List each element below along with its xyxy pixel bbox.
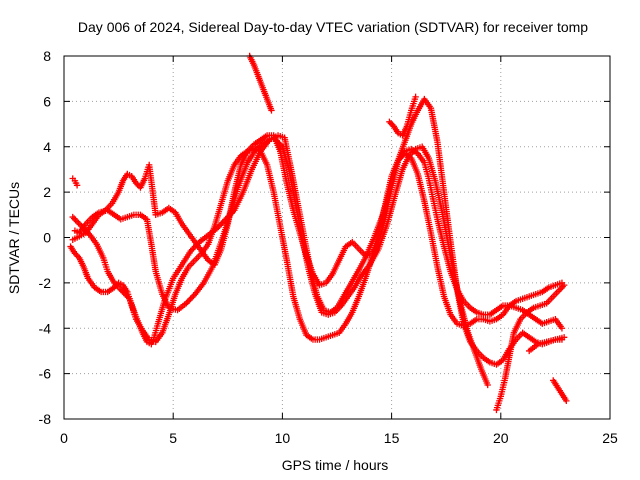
- data-marks: [67, 52, 570, 414]
- x-tick-label: 0: [60, 430, 68, 446]
- data-point: [188, 294, 196, 301]
- y-tick-label: 8: [43, 48, 51, 64]
- data-point: [560, 281, 568, 289]
- x-axis-label: GPS time / hours: [282, 457, 389, 473]
- x-tick-label: 10: [275, 430, 291, 446]
- data-point: [69, 213, 76, 221]
- y-tick-label: -2: [39, 275, 52, 291]
- series-segment-late: [246, 52, 275, 114]
- x-tick-label: 20: [493, 430, 509, 446]
- series-segment-early: [69, 175, 81, 189]
- data-point: [219, 219, 226, 226]
- data-point: [560, 334, 568, 341]
- y-tick-label: 2: [43, 184, 51, 200]
- data-point: [72, 216, 79, 224]
- data-point: [387, 120, 395, 127]
- x-tick-label: 5: [169, 430, 177, 446]
- data-point: [558, 325, 566, 332]
- series-segment-tail: [525, 334, 568, 355]
- data-point: [216, 222, 223, 229]
- y-tick-label: 0: [43, 230, 51, 246]
- data-point: [187, 295, 194, 302]
- data-point: [70, 215, 78, 222]
- grid: [64, 56, 610, 419]
- y-tick-label: -8: [39, 411, 52, 427]
- y-axis-label: SDTVAR / TECUs: [6, 182, 22, 294]
- y-tick-label: -4: [39, 320, 52, 336]
- x-tick-label: 25: [602, 430, 618, 446]
- data-point: [412, 93, 419, 101]
- data-point: [73, 182, 81, 189]
- data-point: [558, 284, 565, 292]
- data-point: [75, 219, 82, 227]
- x-tick-label: 15: [384, 430, 400, 446]
- y-tick-label: 4: [43, 139, 51, 155]
- chart-title: Day 006 of 2024, Sidereal Day-to-day VTE…: [78, 19, 588, 35]
- series-segment-end: [493, 281, 568, 414]
- series-track-1: [69, 132, 566, 348]
- data-point: [563, 397, 570, 405]
- tick-labels: 0 5 10 15 20 25 -8 -6 -4 -2 0 2 4 6 8: [39, 48, 618, 446]
- y-tick-label: 6: [43, 93, 51, 109]
- data-point: [186, 297, 193, 304]
- series-segment-final: [550, 377, 570, 405]
- y-tick-label: -6: [39, 366, 52, 382]
- data-point: [73, 218, 81, 225]
- series-segment-mid: [386, 93, 419, 139]
- data-point: [484, 381, 491, 389]
- series-track-4: [69, 95, 566, 368]
- ticks: [63, 55, 611, 420]
- data-point: [268, 107, 275, 114]
